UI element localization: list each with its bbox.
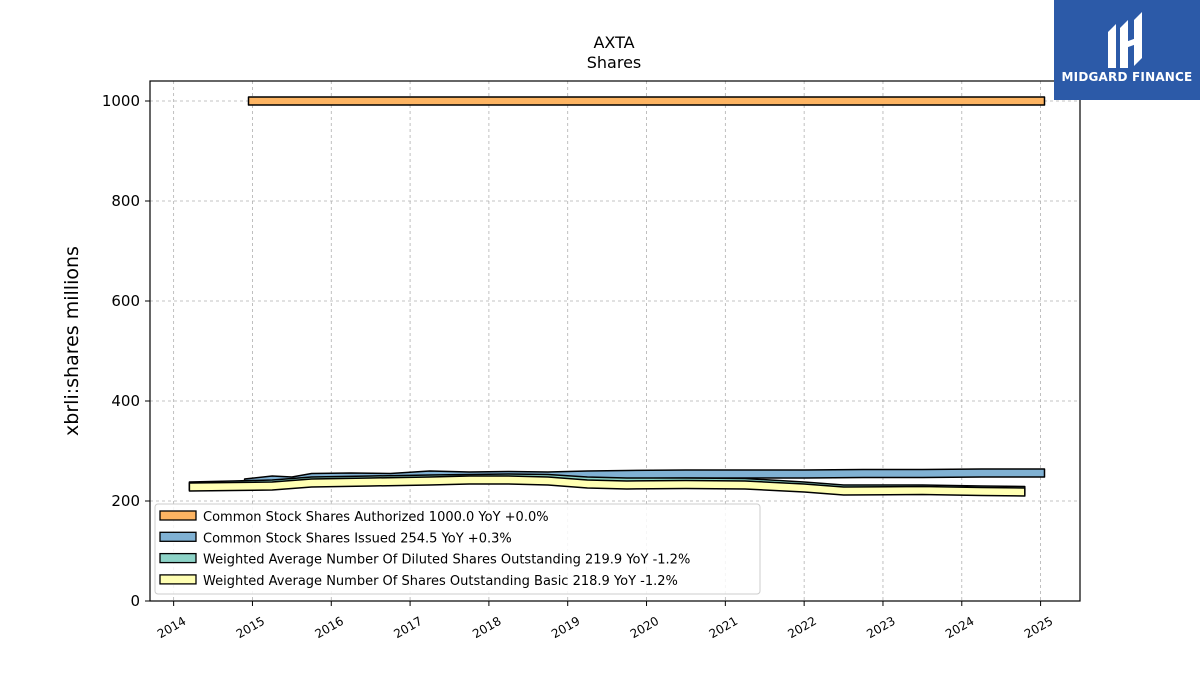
legend: Common Stock Shares Authorized 1000.0 Yo… (154, 503, 761, 595)
series-band-3 (188, 475, 1026, 497)
plot-frame (149, 80, 1081, 602)
chart-subtitle: Shares (587, 53, 642, 72)
x-axis: 2014 2015 2016 2017 2018 2019 2020 2021 2022 2023… (155, 601, 1055, 641)
x-tick-label: 2015 (234, 614, 267, 641)
series-band-0 (247, 96, 1046, 106)
y-tick-label: 400 (111, 392, 140, 410)
y-tick-label: 200 (111, 492, 140, 510)
x-tick-label: 2018 (470, 614, 503, 641)
legend-swatch (159, 574, 197, 585)
legend-box (154, 503, 761, 595)
y-axis-label: xbrli:shares millions (61, 246, 83, 436)
legend-entry: Weighted Average Number Of Shares Outsta… (203, 574, 678, 589)
legend-swatch (159, 531, 197, 542)
x-tick-label: 2023 (864, 614, 897, 641)
x-tick-label: 2021 (707, 614, 740, 641)
x-tick-label: 2016 (313, 614, 346, 641)
grid (150, 81, 1080, 602)
x-tick-label: 2024 (943, 614, 976, 641)
legend-entry: Common Stock Shares Issued 254.5 YoY +0.… (203, 531, 512, 546)
y-tick-label: 800 (111, 192, 140, 210)
x-tick-label: 2014 (155, 614, 188, 641)
logo-text: MIDGARD FINANCE (1061, 70, 1193, 84)
series-layer (188, 96, 1046, 497)
y-tick-label: 0 (130, 592, 140, 610)
x-tick-label: 2020 (628, 614, 661, 641)
legend-entry: Weighted Average Number Of Diluted Share… (203, 553, 690, 568)
x-tick-label: 2019 (549, 614, 582, 641)
y-tick-label: 600 (111, 292, 140, 310)
midgard-finance-logo: MIDGARD FINANCE (1054, 0, 1200, 100)
chart-title: AXTA (593, 33, 634, 52)
x-tick-label: 2025 (1022, 614, 1055, 641)
x-tick-label: 2022 (785, 614, 818, 641)
legend-entry: Common Stock Shares Authorized 1000.0 Yo… (203, 510, 549, 525)
logo-mark-icon (1108, 12, 1142, 68)
legend-swatch (159, 552, 197, 564)
x-tick-label: 2017 (391, 614, 424, 641)
y-tick-label: 1000 (102, 92, 140, 110)
legend-swatch (159, 510, 197, 521)
y-axis: 0 200 400 600 800 1000 (102, 92, 150, 610)
